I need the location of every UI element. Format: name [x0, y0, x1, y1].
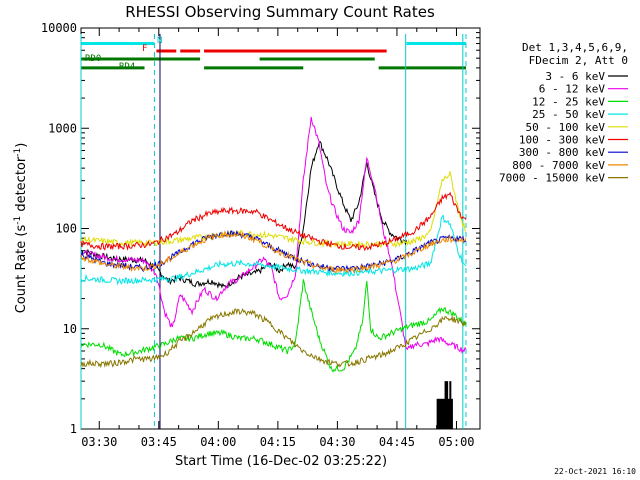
- marker-n: N: [157, 36, 162, 46]
- legend: Det 1,3,4,5,6,9, FDecim 2, Att 0 3 - 6 k…: [499, 41, 628, 185]
- timestamp: 22-Oct-2021 16:10: [554, 467, 636, 476]
- attenuator-block-1: [438, 398, 441, 429]
- attenuator-block-2: [439, 398, 442, 429]
- x-tick-label-4: 04:30: [319, 435, 355, 449]
- legend-label-0: 3 - 6 keV: [545, 70, 605, 83]
- legend-header-1: Det 1,3,4,5,6,9,: [522, 41, 628, 54]
- attenuator-block-6: [446, 381, 449, 429]
- y-label-main: Count Rate (s: [14, 225, 29, 314]
- x-tick-label-0: 03:30: [81, 435, 117, 449]
- y-tick-label-3: 1000: [48, 121, 77, 135]
- marker-rd4: RD4: [119, 62, 135, 72]
- legend-label-2: 12 - 25 keV: [532, 95, 605, 108]
- attenuator-block-7: [447, 398, 450, 429]
- legend-label-5: 100 - 300 keV: [519, 134, 605, 147]
- attenuator-layer: [436, 381, 453, 429]
- legend-label-4: 50 - 100 keV: [526, 121, 606, 134]
- x-tick-label-6: 05:00: [438, 435, 474, 449]
- y-label-sup1: -1: [13, 216, 23, 225]
- y-tick-label-0: 1: [70, 422, 77, 436]
- y-tick-label-1: 10: [63, 322, 77, 336]
- plot-frame: [80, 27, 481, 430]
- y-label-mid: detector: [14, 156, 29, 216]
- y-tick-label-4: 10000: [41, 21, 77, 35]
- marker-f: F: [142, 44, 147, 54]
- attenuator-block-9: [450, 398, 453, 429]
- series-layer: [80, 116, 467, 373]
- x-tick-label-1: 03:45: [141, 435, 177, 449]
- series-line-5: [80, 191, 467, 252]
- series-line-2: [80, 279, 467, 373]
- legend-label-1: 6 - 12 keV: [539, 83, 606, 96]
- legend-header-2: FDecim 2, Att 0: [529, 54, 628, 67]
- legend-label-3: 25 - 50 keV: [532, 108, 605, 121]
- x-tick-label-2: 04:00: [200, 435, 236, 449]
- x-tick-label-3: 04:15: [260, 435, 296, 449]
- chart-title: RHESSI Observing Summary Count Rates: [125, 3, 435, 21]
- attenuator-block-4: [442, 398, 445, 429]
- legend-label-7: 800 - 7000 keV: [512, 159, 605, 172]
- series-line-1: [80, 116, 467, 355]
- state-bars-layer: [81, 42, 466, 70]
- vertical-lines-layer: [80, 34, 467, 429]
- attenuator-block-5: [444, 381, 447, 429]
- attenuator-block-0: [436, 398, 439, 429]
- y-axis-label: Count Rate (s-1 detector-1): [13, 143, 29, 314]
- y-label-sup2: -1: [13, 148, 23, 157]
- x-tick-label-5: 04:45: [379, 435, 415, 449]
- marker-rd0: RD0: [85, 54, 101, 64]
- legend-label-8: 7000 - 15000 keV: [499, 172, 605, 185]
- y-label-end: ): [14, 143, 29, 148]
- attenuator-block-8: [449, 381, 452, 429]
- series-line-7: [80, 230, 467, 274]
- series-line-8: [80, 307, 467, 369]
- series-line-4: [80, 171, 467, 249]
- legend-label-6: 300 - 800 keV: [519, 146, 605, 159]
- attenuator-block-3: [441, 398, 444, 429]
- series-line-3: [80, 214, 467, 286]
- x-axis-label: Start Time (16-Dec-02 03:25:22): [175, 454, 387, 469]
- series-line-0: [80, 140, 407, 289]
- axes-layer: 1 10 100 1000 10000 03:30 03:45 04:00 04:15 04:30…: [41, 21, 480, 449]
- y-tick-label-2: 100: [55, 222, 77, 236]
